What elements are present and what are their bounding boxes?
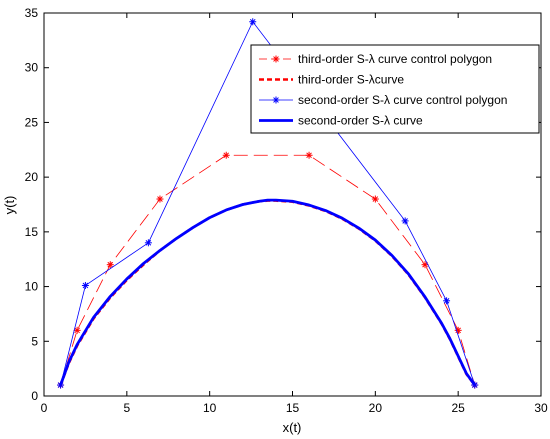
legend-entry-label: third-order S-λcurve — [298, 73, 404, 87]
y-tick-label: 5 — [31, 334, 38, 348]
data-point — [222, 151, 230, 159]
data-point — [81, 281, 89, 289]
y-axis-label: y(t) — [2, 196, 17, 215]
star-stroke — [107, 261, 114, 268]
legend-entry-label: second-order S-λ curve control polygon — [298, 93, 507, 107]
x-tick-label: 5 — [123, 401, 130, 415]
star-stroke — [223, 152, 230, 159]
series-layer — [57, 18, 479, 389]
star-stroke — [273, 56, 279, 62]
star-stroke — [145, 239, 152, 246]
legend-entry-label: second-order S-λ curve — [298, 114, 423, 128]
data-point — [144, 239, 152, 247]
legend-entry-label: third-order S-λ curve control polygon — [298, 52, 492, 66]
data-point — [106, 261, 114, 269]
y-tick-label: 20 — [25, 170, 39, 184]
data-point — [401, 217, 409, 225]
star-stroke — [273, 97, 279, 103]
star-stroke — [455, 327, 461, 334]
legend-marker — [272, 96, 280, 104]
legend-marker — [272, 55, 280, 63]
data-point — [454, 326, 462, 334]
series-line — [60, 154, 476, 386]
data-point — [249, 18, 257, 26]
x-axis-label: x(t) — [283, 420, 302, 435]
data-point — [73, 326, 81, 334]
star-stroke — [249, 18, 256, 25]
star-stroke — [82, 282, 89, 289]
x-tick-label: 30 — [534, 401, 548, 415]
x-tick-label: 10 — [203, 401, 217, 415]
star-stroke — [372, 196, 379, 202]
x-tick-label: 0 — [41, 401, 48, 415]
y-tick-label: 25 — [25, 115, 39, 129]
star-stroke — [157, 196, 163, 202]
star-stroke — [402, 218, 408, 224]
legend: third-order S-λ curve control polygon thi… — [250, 44, 540, 134]
data-point — [305, 151, 313, 159]
data-point — [156, 195, 164, 203]
y-tick-label: 0 — [31, 389, 38, 403]
legend-box — [250, 44, 540, 134]
y-tick-label: 15 — [25, 225, 39, 239]
x-tick-label: 15 — [286, 401, 300, 415]
star-stroke — [306, 152, 312, 159]
x-tick-label: 25 — [451, 401, 465, 415]
series-line — [59, 198, 476, 386]
y-tick-label: 10 — [25, 280, 39, 294]
x-tick-label: 20 — [369, 401, 383, 415]
y-tick-label: 35 — [25, 6, 39, 20]
data-point — [371, 195, 379, 203]
star-stroke — [443, 297, 450, 304]
data-point — [443, 297, 451, 305]
series-3 — [59, 198, 476, 386]
y-tick-label: 30 — [25, 61, 39, 75]
star-stroke — [74, 327, 80, 334]
